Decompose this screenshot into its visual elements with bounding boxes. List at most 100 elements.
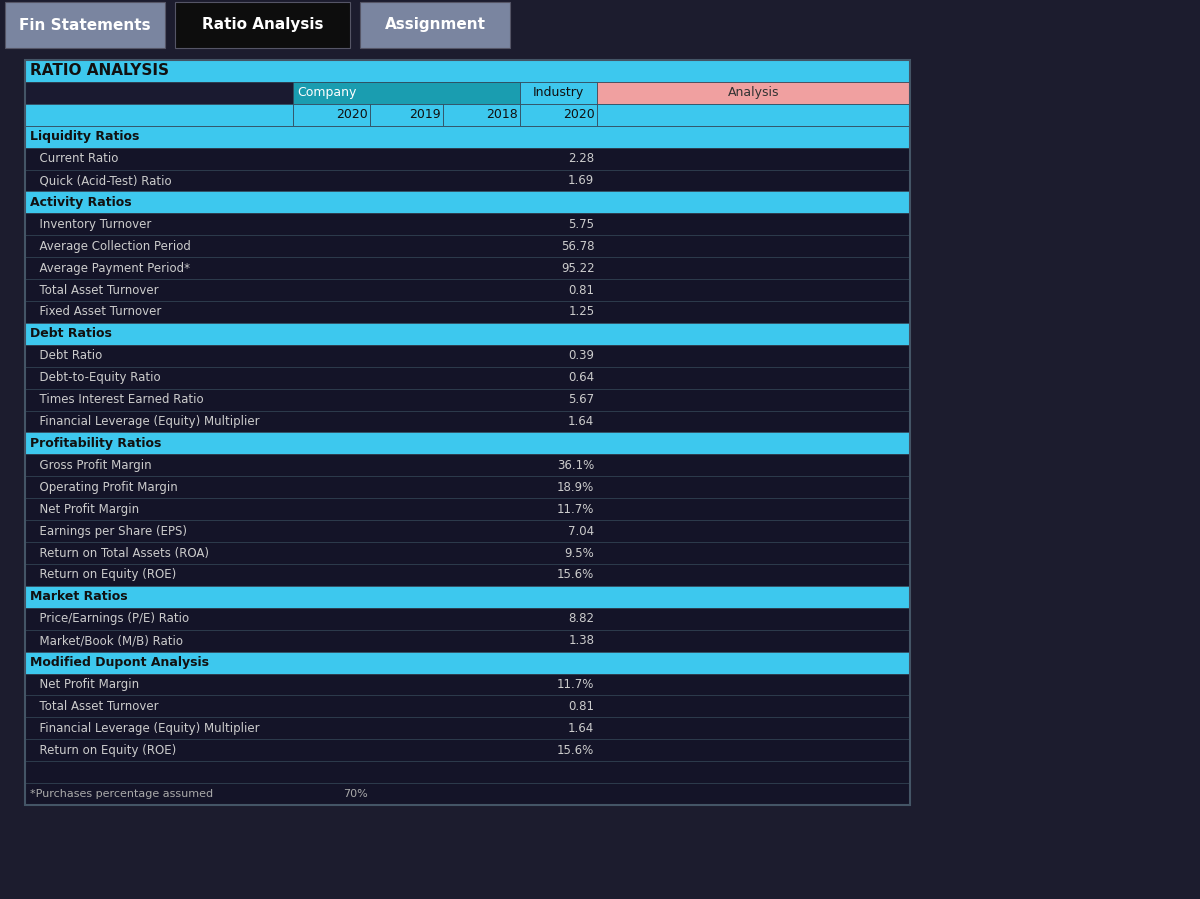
Bar bbox=[25, 236, 910, 257]
Text: 18.9%: 18.9% bbox=[557, 481, 594, 494]
Bar bbox=[25, 629, 910, 652]
Text: Debt Ratio: Debt Ratio bbox=[32, 350, 102, 362]
Text: 36.1%: 36.1% bbox=[557, 458, 594, 472]
Text: Analysis: Analysis bbox=[727, 86, 779, 100]
Bar bbox=[25, 126, 910, 147]
Bar bbox=[5, 2, 166, 48]
Bar bbox=[25, 345, 910, 367]
Bar bbox=[25, 82, 293, 103]
Bar bbox=[25, 717, 910, 739]
Text: 1.64: 1.64 bbox=[568, 415, 594, 428]
Bar bbox=[25, 454, 910, 476]
Text: Net Profit Margin: Net Profit Margin bbox=[32, 678, 139, 691]
Text: Total Asset Turnover: Total Asset Turnover bbox=[32, 700, 158, 713]
Bar bbox=[25, 411, 910, 432]
Text: Operating Profit Margin: Operating Profit Margin bbox=[32, 481, 178, 494]
Text: 7.04: 7.04 bbox=[569, 525, 594, 538]
Text: Average Collection Period: Average Collection Period bbox=[32, 240, 191, 253]
Bar bbox=[25, 739, 910, 761]
Bar bbox=[25, 388, 910, 411]
Bar bbox=[443, 103, 520, 126]
Bar bbox=[25, 564, 910, 586]
Text: Net Profit Margin: Net Profit Margin bbox=[32, 503, 139, 516]
Text: 56.78: 56.78 bbox=[560, 240, 594, 253]
Text: Return on Total Assets (ROA): Return on Total Assets (ROA) bbox=[32, 547, 209, 559]
Text: 5.67: 5.67 bbox=[569, 393, 594, 406]
Text: Ratio Analysis: Ratio Analysis bbox=[202, 17, 323, 32]
Text: 0.81: 0.81 bbox=[569, 700, 594, 713]
Bar bbox=[25, 521, 910, 542]
Text: Debt Ratios: Debt Ratios bbox=[30, 327, 113, 341]
Text: Fin Statements: Fin Statements bbox=[19, 17, 151, 32]
Bar bbox=[25, 673, 910, 696]
Text: 9.5%: 9.5% bbox=[565, 547, 594, 559]
Text: Modified Dupont Analysis: Modified Dupont Analysis bbox=[30, 656, 209, 669]
Text: Market/Book (M/B) Ratio: Market/Book (M/B) Ratio bbox=[32, 634, 184, 647]
Text: Inventory Turnover: Inventory Turnover bbox=[32, 218, 151, 231]
Text: Return on Equity (ROE): Return on Equity (ROE) bbox=[32, 568, 176, 582]
Text: 15.6%: 15.6% bbox=[557, 743, 594, 757]
Bar bbox=[25, 170, 910, 191]
Bar bbox=[520, 103, 596, 126]
Text: 2018: 2018 bbox=[486, 108, 517, 121]
Text: 11.7%: 11.7% bbox=[557, 503, 594, 516]
Text: 2020: 2020 bbox=[563, 108, 594, 121]
Text: Activity Ratios: Activity Ratios bbox=[30, 196, 132, 209]
Text: 0.39: 0.39 bbox=[569, 350, 594, 362]
Text: Return on Equity (ROE): Return on Equity (ROE) bbox=[32, 743, 176, 757]
Text: Current Ratio: Current Ratio bbox=[32, 152, 119, 165]
Text: 11.7%: 11.7% bbox=[557, 678, 594, 691]
Bar bbox=[25, 191, 910, 213]
Text: Gross Profit Margin: Gross Profit Margin bbox=[32, 458, 151, 472]
Text: Quick (Acid-Test) Ratio: Quick (Acid-Test) Ratio bbox=[32, 174, 172, 187]
Bar bbox=[25, 761, 910, 783]
Bar bbox=[25, 696, 910, 717]
Text: 95.22: 95.22 bbox=[560, 262, 594, 275]
Bar bbox=[25, 213, 910, 236]
Text: 1.38: 1.38 bbox=[569, 634, 594, 647]
Bar bbox=[596, 103, 910, 126]
Text: Times Interest Earned Ratio: Times Interest Earned Ratio bbox=[32, 393, 204, 406]
Text: Price/Earnings (P/E) Ratio: Price/Earnings (P/E) Ratio bbox=[32, 612, 190, 625]
Text: 2020: 2020 bbox=[336, 108, 368, 121]
Text: 1.25: 1.25 bbox=[569, 306, 594, 318]
Text: Debt-to-Equity Ratio: Debt-to-Equity Ratio bbox=[32, 371, 161, 384]
Text: RATIO ANALYSIS: RATIO ANALYSIS bbox=[30, 64, 169, 78]
Bar bbox=[25, 783, 910, 805]
Text: Liquidity Ratios: Liquidity Ratios bbox=[30, 130, 139, 143]
Text: 15.6%: 15.6% bbox=[557, 568, 594, 582]
Text: 2019: 2019 bbox=[409, 108, 440, 121]
Bar bbox=[175, 2, 350, 48]
Text: Fixed Asset Turnover: Fixed Asset Turnover bbox=[32, 306, 162, 318]
Bar bbox=[25, 476, 910, 498]
Text: 0.81: 0.81 bbox=[569, 283, 594, 297]
Bar bbox=[25, 586, 910, 608]
Text: Assignment: Assignment bbox=[384, 17, 486, 32]
Text: 2.28: 2.28 bbox=[569, 152, 594, 165]
Text: 0.64: 0.64 bbox=[569, 371, 594, 384]
Text: 70%: 70% bbox=[343, 789, 368, 799]
Bar bbox=[596, 82, 910, 103]
Text: Industry: Industry bbox=[533, 86, 584, 100]
Text: Earnings per Share (EPS): Earnings per Share (EPS) bbox=[32, 525, 187, 538]
Bar bbox=[520, 82, 596, 103]
Bar bbox=[25, 147, 910, 170]
Bar bbox=[25, 498, 910, 521]
Bar bbox=[25, 60, 910, 82]
Text: 8.82: 8.82 bbox=[569, 612, 594, 625]
Bar bbox=[25, 367, 910, 388]
Text: Average Payment Period*: Average Payment Period* bbox=[32, 262, 190, 275]
Text: Market Ratios: Market Ratios bbox=[30, 591, 128, 603]
Bar bbox=[25, 652, 910, 673]
Text: 1.69: 1.69 bbox=[568, 174, 594, 187]
Text: Profitability Ratios: Profitability Ratios bbox=[30, 437, 162, 450]
Bar bbox=[25, 323, 910, 345]
Bar bbox=[25, 257, 910, 279]
Bar bbox=[360, 2, 510, 48]
Bar bbox=[25, 432, 910, 454]
Bar bbox=[25, 542, 910, 564]
Text: Financial Leverage (Equity) Multiplier: Financial Leverage (Equity) Multiplier bbox=[32, 722, 259, 734]
Bar bbox=[370, 103, 443, 126]
Text: 5.75: 5.75 bbox=[569, 218, 594, 231]
Bar bbox=[293, 82, 520, 103]
